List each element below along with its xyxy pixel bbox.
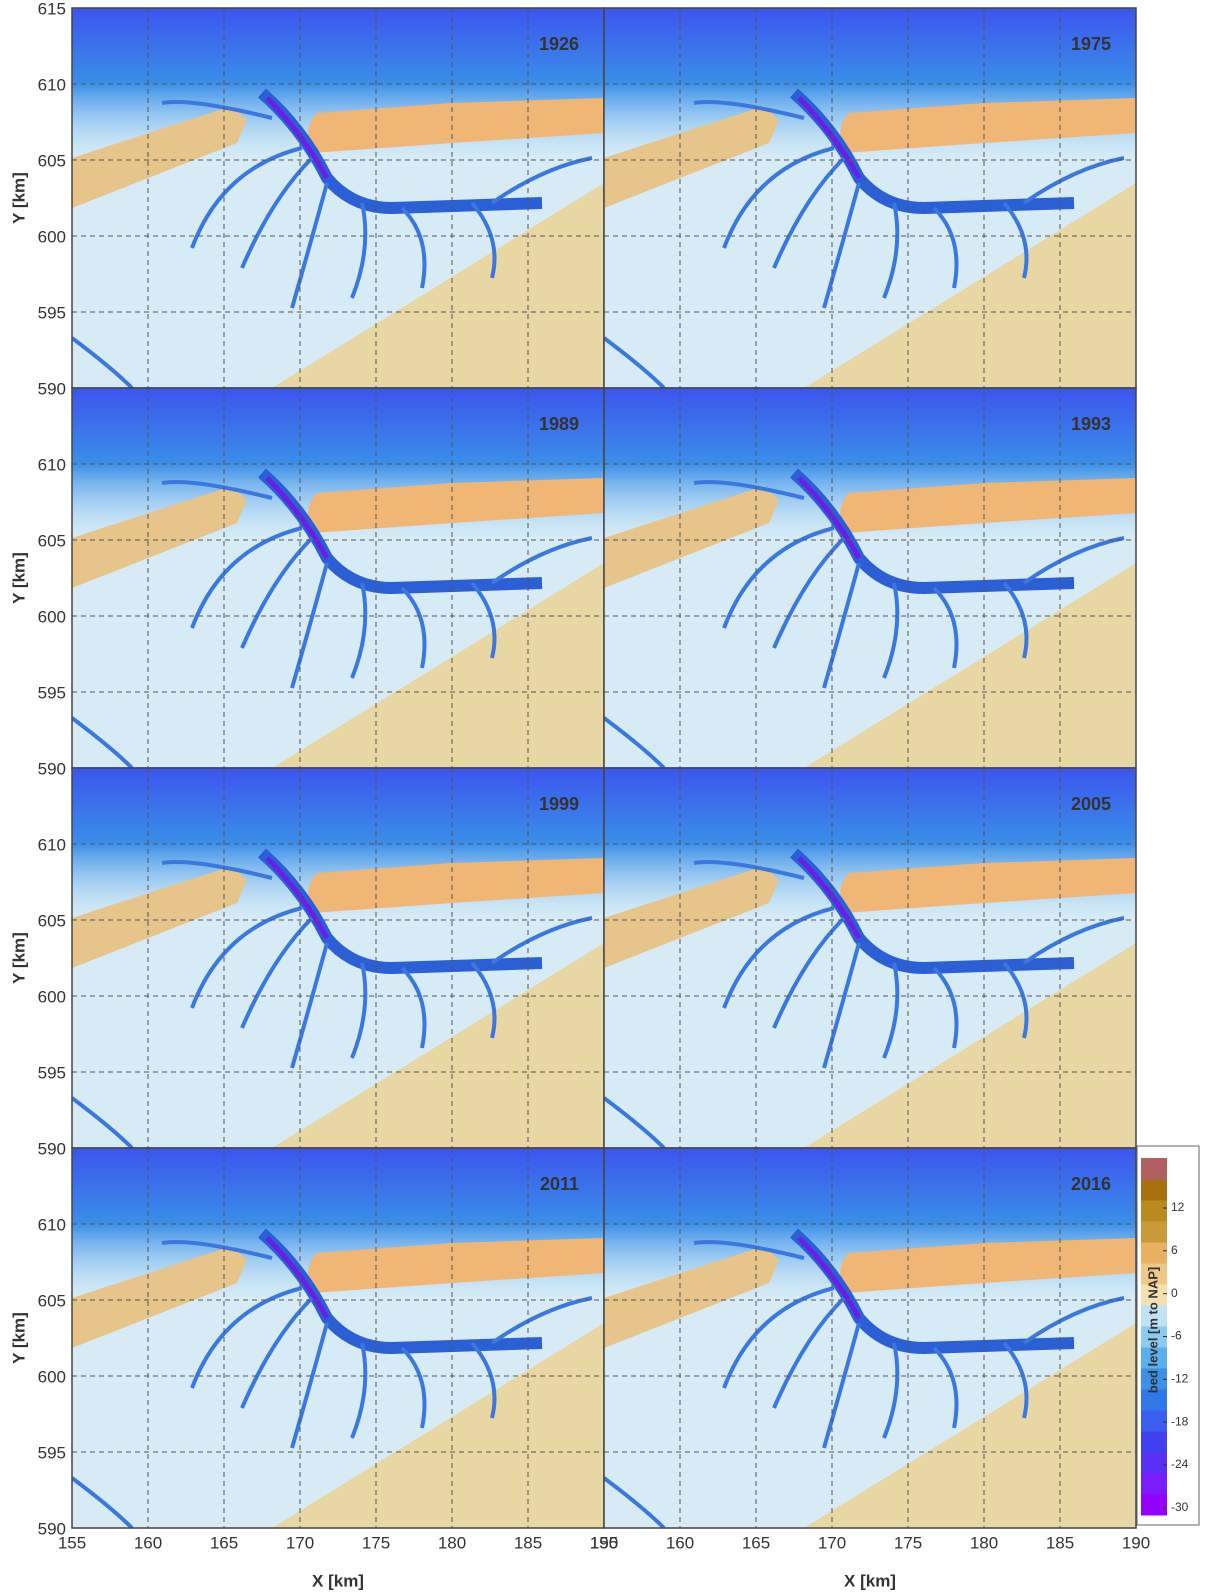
colorbar-segment — [1141, 1242, 1167, 1264]
y-tick-label: 595 — [38, 1063, 66, 1082]
colorbar-segment — [1141, 1158, 1167, 1180]
year-label: 2011 — [540, 1174, 579, 1194]
y-tick-label: 595 — [38, 1443, 66, 1462]
y-axis-label: Y [km] — [9, 552, 28, 604]
x-tick-label: 165 — [742, 1533, 770, 1552]
map-panel: 2011 — [71, 1147, 605, 1529]
x-tick-label: 175 — [362, 1533, 390, 1552]
y-tick-label: 610 — [38, 835, 66, 854]
y-tick-label: 615 — [38, 0, 66, 18]
colorbar-segment — [1141, 1200, 1167, 1222]
colorbar-segment — [1141, 1473, 1167, 1495]
x-tick-label: 155 — [58, 1533, 86, 1552]
x-tick-label: 185 — [514, 1533, 542, 1552]
y-axis-label: Y [km] — [9, 932, 28, 984]
colorbar-segment — [1141, 1284, 1167, 1306]
year-label: 2016 — [1071, 1174, 1111, 1194]
colorbar-segment — [1141, 1494, 1167, 1516]
colorbar-segment — [1141, 1410, 1167, 1432]
y-tick-label: 590 — [38, 379, 66, 398]
y-tick-label: 600 — [38, 1367, 66, 1386]
year-label: 1989 — [539, 414, 579, 434]
x-axis-label: X [km] — [844, 1571, 896, 1590]
y-tick-label: 590 — [38, 1519, 66, 1538]
y-tick-label: 605 — [38, 1291, 66, 1310]
year-label: 1926 — [539, 34, 579, 54]
x-tick-label: 190 — [590, 1533, 618, 1552]
map-panel: 1999 — [71, 767, 605, 1149]
colorbar-segment — [1141, 1389, 1167, 1411]
x-tick-label: 180 — [438, 1533, 466, 1552]
colorbar-tick-label: 12 — [1171, 1200, 1185, 1214]
y-tick-label: 610 — [38, 1215, 66, 1234]
bathymetry — [604, 8, 1136, 388]
bathymetry — [72, 768, 604, 1148]
map-panel: 2005 — [603, 767, 1137, 1149]
colorbar-label: bed level [m to NAP] — [1145, 1267, 1160, 1393]
x-tick-label: 180 — [970, 1533, 998, 1552]
colorbar-tick-label: 0 — [1171, 1286, 1178, 1300]
colorbar-tick-label: -12 — [1171, 1372, 1189, 1386]
x-tick-label: 185 — [1046, 1533, 1074, 1552]
y-tick-label: 610 — [38, 455, 66, 474]
colorbar-segment — [1141, 1179, 1167, 1201]
colorbar-segment — [1141, 1221, 1167, 1243]
y-tick-label: 610 — [38, 75, 66, 94]
colorbar-tick-label: -30 — [1171, 1500, 1189, 1514]
year-label: 1993 — [1071, 414, 1111, 434]
map-panel: 1993 — [603, 387, 1137, 769]
x-tick-label: 160 — [666, 1533, 694, 1552]
y-tick-label: 595 — [38, 683, 66, 702]
year-label: 2005 — [1071, 794, 1111, 814]
bathymetry — [72, 1148, 604, 1528]
panel-frame — [603, 1147, 1137, 1529]
colorbar-tick-label: 6 — [1171, 1243, 1178, 1257]
x-tick-label: 160 — [134, 1533, 162, 1552]
y-tick-label: 590 — [38, 1139, 66, 1158]
x-axis-label: X [km] — [312, 1571, 364, 1590]
map-panel: 1989 — [71, 387, 605, 769]
y-tick-label: 600 — [38, 227, 66, 246]
colorbar-segment — [1141, 1368, 1167, 1390]
y-tick-label: 590 — [38, 759, 66, 778]
bathymetry — [72, 388, 604, 768]
bathymetry — [604, 1148, 1136, 1528]
y-tick-label: 595 — [38, 303, 66, 322]
y-axis-label: Y [km] — [9, 1312, 28, 1364]
colorbar-segment — [1141, 1347, 1167, 1369]
colorbar-segment — [1141, 1263, 1167, 1285]
colorbar-segment — [1141, 1326, 1167, 1348]
map-panel: 2016 — [603, 1147, 1137, 1529]
colorbar-segment — [1141, 1305, 1167, 1327]
y-tick-label: 605 — [38, 151, 66, 170]
x-tick-label: 155 — [590, 1533, 618, 1552]
map-panel: 1975 — [603, 7, 1137, 389]
y-tick-label: 600 — [38, 607, 66, 626]
map-panel: 1926 — [71, 7, 605, 389]
y-tick-label: 605 — [38, 911, 66, 930]
x-tick-label: 170 — [286, 1533, 314, 1552]
colorbar-segment — [1141, 1431, 1167, 1453]
x-tick-label: 190 — [1122, 1533, 1150, 1552]
year-label: 1999 — [539, 794, 579, 814]
bathymetry — [72, 8, 604, 388]
colorbar-tick-label: -24 — [1171, 1457, 1189, 1471]
year-label: 1975 — [1071, 34, 1111, 54]
colorbar-tick-label: -18 — [1171, 1414, 1189, 1428]
y-tick-label: 605 — [38, 531, 66, 550]
x-tick-label: 175 — [894, 1533, 922, 1552]
y-axis-label: Y [km] — [9, 172, 28, 224]
y-tick-label: 600 — [38, 987, 66, 1006]
x-tick-label: 165 — [210, 1533, 238, 1552]
x-tick-label: 170 — [818, 1533, 846, 1552]
colorbar-tick-label: -6 — [1171, 1329, 1182, 1343]
colorbar-segment — [1141, 1452, 1167, 1474]
bathymetry — [604, 768, 1136, 1148]
bathymetry — [604, 388, 1136, 768]
